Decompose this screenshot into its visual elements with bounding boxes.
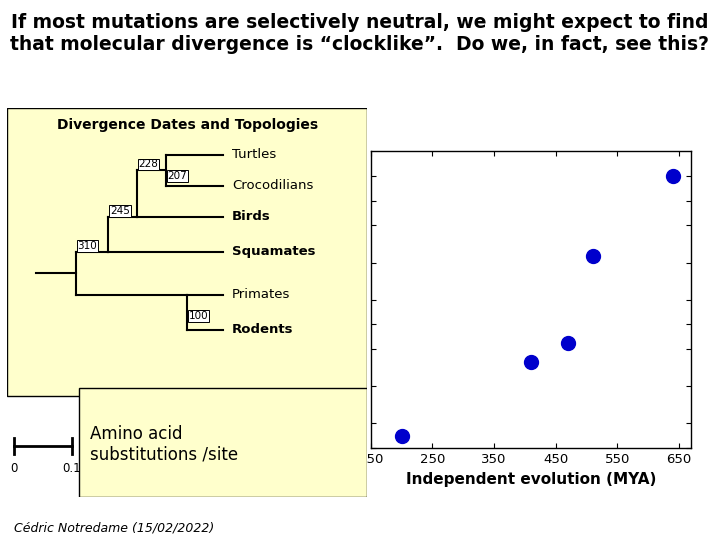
Text: Crocodilians: Crocodilians [232,179,314,192]
FancyBboxPatch shape [79,388,367,497]
Y-axis label: Amino Acid Substituions/Site  x 10: Amino Acid Substituions/Site x 10 [328,171,341,429]
Text: Rodents: Rodents [232,323,294,336]
Text: 310: 310 [78,241,97,251]
Point [562,339,574,347]
Text: Squamates: Squamates [232,245,315,258]
Text: Primates: Primates [232,288,291,301]
Text: 207: 207 [167,171,187,181]
Point [526,357,537,366]
Text: 228: 228 [138,159,158,170]
Text: that molecular divergence is “clocklike”.  Do we, in fact, see this?: that molecular divergence is “clocklike”… [11,35,709,54]
Text: 0: 0 [11,462,18,475]
Text: Amino acid
substitutions /site: Amino acid substitutions /site [90,425,238,464]
Text: If most mutations are selectively neutral, we might expect to find: If most mutations are selectively neutra… [12,14,708,32]
Text: Turtles: Turtles [232,148,276,161]
Point [587,252,598,261]
Text: Birds: Birds [232,211,271,224]
Point [667,172,678,180]
Text: 245: 245 [110,206,130,216]
FancyBboxPatch shape [7,108,367,396]
Text: Cédric Notredame (15/02/2022): Cédric Notredame (15/02/2022) [14,522,215,535]
X-axis label: Independent evolution (MYA): Independent evolution (MYA) [406,471,656,487]
Text: Divergence Dates and Topologies: Divergence Dates and Topologies [57,118,318,132]
Point [396,431,408,440]
Text: 100: 100 [189,311,209,321]
Text: 0.1: 0.1 [63,462,81,475]
